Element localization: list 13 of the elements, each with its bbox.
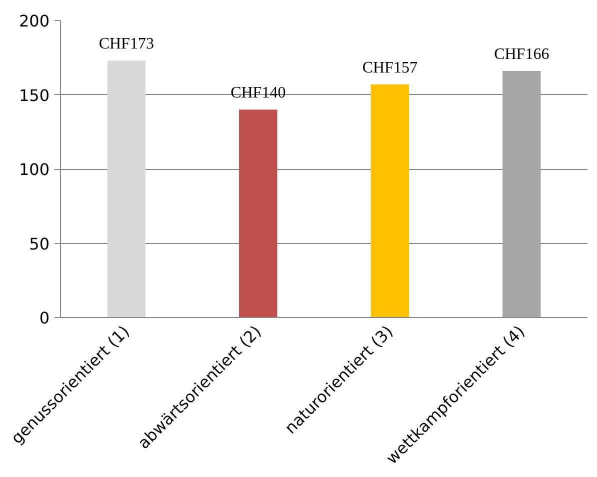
bar [502,70,541,318]
y-tick-label: 50 [29,234,50,254]
data-label: CHF157 [362,59,418,76]
y-tick-label: 0 [39,308,50,328]
y-tick-label: 100 [18,160,50,179]
y-tick-label: 200 [18,12,50,30]
y-tick-label: 150 [18,86,50,105]
bar [107,60,146,318]
data-label: CHF166 [494,46,550,63]
data-label: CHF173 [98,36,154,53]
data-label: CHF140 [230,84,286,102]
bar [370,84,409,318]
bar [239,110,278,318]
